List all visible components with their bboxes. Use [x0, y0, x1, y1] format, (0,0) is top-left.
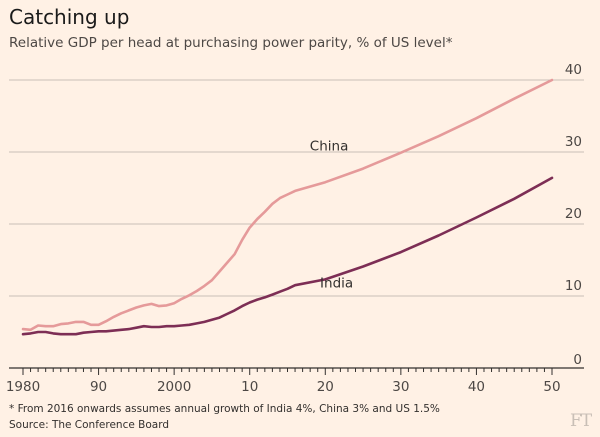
y-tick-label-30: 30: [565, 134, 582, 150]
y-tick-label-0: 0: [573, 352, 582, 368]
x-tick-label-1990: 90: [90, 379, 107, 395]
y-tick-label-40: 40: [565, 62, 582, 78]
x-tick-label-2050: 50: [543, 379, 560, 395]
line-chart: 0 10 20 30 40 1980 90 2000 10 20 30 40 50 China India: [6, 62, 584, 395]
x-tick-label-2040: 40: [468, 379, 485, 395]
chart-footnote: * From 2016 onwards assumes annual growt…: [9, 403, 440, 415]
chart-title: Catching up: [9, 5, 130, 29]
series-label-china: China: [310, 139, 349, 155]
x-tick-label-2020: 20: [317, 379, 334, 395]
series-label-india: India: [320, 275, 353, 291]
x-tick-label-1980: 1980: [6, 379, 40, 395]
y-tick-label-10: 10: [565, 278, 582, 294]
ft-logo: FT: [570, 411, 592, 431]
x-tick-label-2010: 10: [241, 379, 258, 395]
y-tick-label-20: 20: [565, 206, 582, 222]
chart-source: Source: The Conference Board: [9, 419, 170, 431]
series-line-china: [21, 78, 554, 332]
series-line-india: [21, 176, 554, 336]
x-tick-label-2030: 30: [392, 379, 409, 395]
chart-subtitle: Relative GDP per head at purchasing powe…: [9, 35, 453, 51]
x-tick-label-2000: 2000: [157, 379, 191, 395]
